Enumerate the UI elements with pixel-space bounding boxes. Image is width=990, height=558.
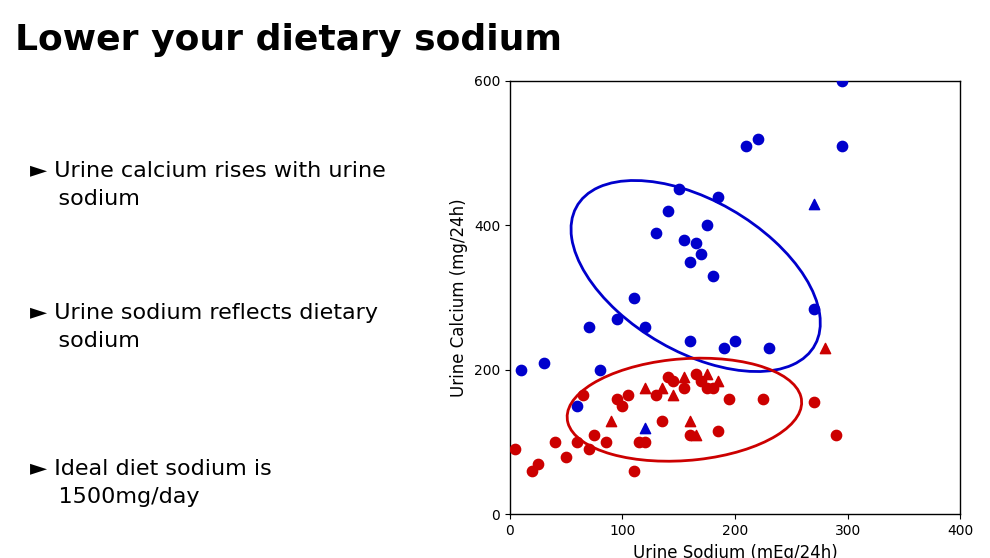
Text: ► Urine calcium rises with urine
    sodium: ► Urine calcium rises with urine sodium bbox=[30, 161, 385, 209]
Point bbox=[665, 376, 681, 385]
Point bbox=[598, 437, 614, 446]
Point bbox=[739, 142, 754, 151]
Point bbox=[648, 391, 664, 400]
Point bbox=[609, 395, 625, 403]
Point bbox=[581, 445, 597, 454]
Point bbox=[508, 445, 524, 454]
Text: Coe, F. Why Eat a Low Oxalate Diet? Feb 2017: Coe, F. Why Eat a Low Oxalate Diet? Feb … bbox=[10, 535, 299, 549]
Point bbox=[654, 416, 670, 425]
Point bbox=[710, 376, 726, 385]
Point bbox=[592, 365, 608, 374]
Point bbox=[569, 402, 585, 411]
Point bbox=[688, 431, 704, 440]
Point bbox=[671, 185, 687, 194]
Text: ► Ideal diet sodium is
    1500mg/day: ► Ideal diet sodium is 1500mg/day bbox=[30, 459, 271, 507]
Point bbox=[638, 437, 653, 446]
Point bbox=[688, 369, 704, 378]
Point bbox=[682, 257, 698, 266]
Point bbox=[638, 322, 653, 331]
Point bbox=[586, 431, 602, 440]
Point bbox=[682, 336, 698, 345]
Point bbox=[806, 398, 822, 407]
Point bbox=[727, 336, 742, 345]
Text: Patel: Patel bbox=[931, 31, 975, 50]
Point bbox=[603, 416, 619, 425]
Point bbox=[513, 365, 529, 374]
Text: Lower your dietary sodium: Lower your dietary sodium bbox=[15, 23, 562, 57]
X-axis label: Urine Sodium (mEq/24h): Urine Sodium (mEq/24h) bbox=[633, 543, 838, 558]
Point bbox=[546, 437, 562, 446]
Point bbox=[710, 427, 726, 436]
Point bbox=[581, 322, 597, 331]
Y-axis label: Urine Calcium (mg/24h): Urine Calcium (mg/24h) bbox=[450, 199, 468, 397]
Point bbox=[638, 424, 653, 432]
Point bbox=[749, 134, 765, 143]
Point bbox=[806, 304, 822, 313]
Point bbox=[665, 391, 681, 400]
Point bbox=[632, 437, 647, 446]
Point bbox=[648, 228, 664, 237]
Point bbox=[722, 395, 738, 403]
Point bbox=[530, 459, 545, 468]
Point bbox=[705, 272, 721, 281]
Point bbox=[817, 344, 833, 353]
Point bbox=[693, 376, 709, 385]
Point bbox=[558, 452, 574, 461]
Point bbox=[710, 192, 726, 201]
Point bbox=[716, 344, 732, 353]
Point bbox=[615, 402, 631, 411]
Point bbox=[761, 344, 777, 353]
Point bbox=[699, 383, 715, 392]
Point bbox=[654, 383, 670, 392]
Point bbox=[676, 235, 692, 244]
Point bbox=[620, 391, 636, 400]
Point bbox=[525, 466, 541, 475]
Point bbox=[806, 199, 822, 208]
Point bbox=[688, 239, 704, 248]
Point bbox=[626, 466, 642, 475]
Text: ► Urine sodium reflects dietary
    sodium: ► Urine sodium reflects dietary sodium bbox=[30, 304, 378, 352]
Point bbox=[659, 206, 675, 215]
Point bbox=[755, 395, 771, 403]
Point bbox=[575, 391, 591, 400]
Point bbox=[829, 431, 844, 440]
Point bbox=[536, 358, 551, 367]
Point bbox=[569, 437, 585, 446]
Point bbox=[626, 294, 642, 302]
Point bbox=[609, 315, 625, 324]
Point bbox=[676, 373, 692, 382]
Point bbox=[705, 383, 721, 392]
Point bbox=[699, 369, 715, 378]
Point bbox=[638, 383, 653, 392]
Point bbox=[676, 383, 692, 392]
Point bbox=[659, 373, 675, 382]
Point bbox=[682, 431, 698, 440]
Point bbox=[835, 142, 850, 151]
Point bbox=[699, 221, 715, 230]
Point bbox=[693, 250, 709, 259]
Point bbox=[682, 416, 698, 425]
Point bbox=[835, 76, 850, 85]
